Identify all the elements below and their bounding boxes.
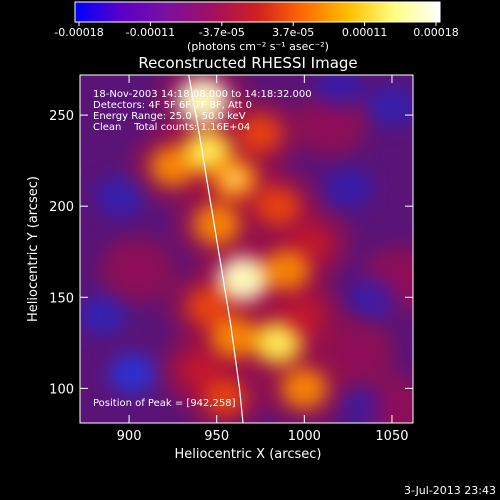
heatmap-cold-spot	[367, 85, 413, 126]
colorbar-units-label: (photons cm⁻² s⁻¹ asec⁻²)	[187, 40, 329, 53]
heatmap-cold-spot	[315, 75, 364, 108]
colorbar-tick-label: 0.00011	[342, 26, 388, 39]
x-tick-label: 950	[204, 429, 229, 444]
colorbar-tick-label: 0.00018	[413, 26, 459, 39]
colorbar	[74, 1, 441, 23]
plot-frame	[79, 74, 414, 424]
heatmap-hot-spot	[337, 334, 377, 370]
heatmap-peak-core	[225, 170, 244, 187]
annotation-time-range: 18-Nov-2003 14:18:08.000 to 14:18:32.000	[93, 89, 312, 100]
y-tick-label: 200	[49, 200, 74, 215]
y-axis-label: Heliocentric Y (arcsec)	[26, 176, 41, 322]
annotation-energy-range: Energy Range: 25.0 - 50.0 keV	[93, 111, 246, 122]
heatmap-hot-spot	[193, 203, 241, 246]
colorbar-ticks: -0.00018 -0.00011 -3.7e-05 3.7e-05 0.00011 0.…	[54, 22, 459, 39]
x-axis-label: Heliocentric X (arcsec)	[175, 447, 322, 462]
heatmap-hot-spot	[178, 351, 221, 389]
x-tick-label: 1000	[288, 429, 321, 444]
heatmap-hot-spot	[238, 113, 283, 153]
axis-ticks: 900 950 1000 1050 100 150 200 250	[49, 75, 413, 444]
annotation-peak-position: Position of Peak = [942,258]	[93, 398, 236, 409]
heatmap-cold-spot	[80, 295, 127, 336]
colorbar-tick-label: -0.00011	[126, 26, 175, 39]
footer-timestamp: 3-Jul-2013 23:43	[404, 484, 496, 497]
heatmap-cold-spot	[96, 177, 145, 218]
x-tick-label: 900	[117, 429, 142, 444]
heatmap-hot-spot	[283, 297, 326, 335]
heatmap-hot-spot	[381, 261, 413, 297]
heatmap-hot-spot	[255, 186, 301, 227]
y-tick-label: 150	[49, 291, 74, 306]
heatmap-hot-spot	[185, 286, 230, 326]
colorbar-tick-label: 3.7e-05	[272, 26, 314, 39]
heatmap-peak-core	[269, 334, 288, 351]
heatmap-cold-spot	[324, 167, 373, 208]
heatmap-layer	[80, 75, 413, 423]
heatmap-hot-spot	[203, 378, 247, 417]
heatmap-hot-spot	[210, 316, 258, 359]
annotation-clean-counts: Clean Total counts: 1.16E+04	[93, 122, 250, 133]
colorbar-tick-label: -0.00018	[54, 26, 103, 39]
heatmap-hot-spot	[263, 249, 310, 291]
heatmap-cold-spot	[108, 353, 157, 394]
chart-title: Reconstructed RHESSI Image	[138, 54, 357, 72]
heatmap-peak-core	[233, 271, 252, 288]
x-tick-label: 1050	[375, 429, 408, 444]
annotation-detectors: Detectors: 4F 5F 6F 7F 8F, Att 0	[93, 100, 252, 111]
heatmap-hot-spot	[312, 107, 350, 141]
heatmap-hot-spot	[293, 225, 334, 261]
y-tick-label: 250	[49, 109, 74, 124]
y-tick-label: 100	[49, 382, 74, 397]
heatmap-hot-spot	[118, 253, 157, 287]
colorbar-tick-label: -3.7e-05	[199, 26, 245, 39]
heatmap-hot-spot	[372, 389, 411, 423]
heatmap-hot-spot	[281, 368, 328, 409]
heatmap-peak-core	[193, 92, 212, 109]
solar-limb-curve	[188, 75, 244, 423]
